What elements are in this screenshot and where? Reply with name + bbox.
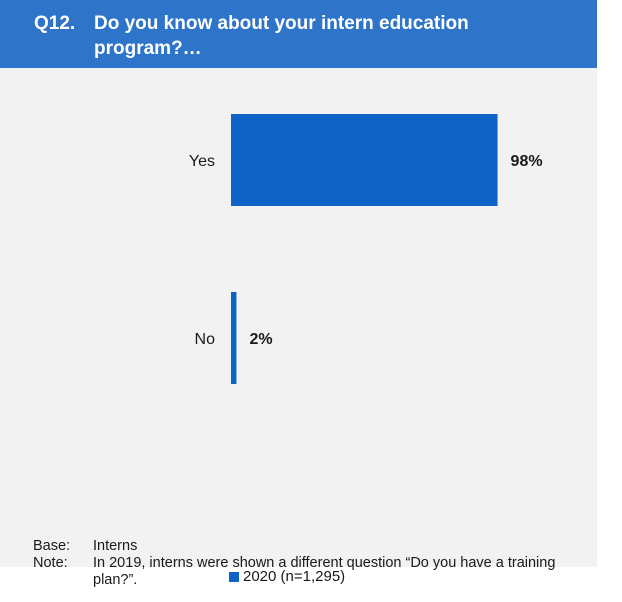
base-label: Base: [33, 538, 71, 554]
bar-no [231, 292, 237, 384]
note-label: Note: [33, 555, 68, 571]
base-row: Base: Interns [33, 538, 593, 555]
value-label-yes: 98% [511, 153, 543, 170]
question-header: Q12. Do you know about your intern educa… [0, 0, 597, 68]
bar-yes [231, 114, 498, 206]
category-label-yes: Yes [189, 153, 215, 170]
chart-legend: 2020 (n=1,295) [229, 568, 345, 586]
question-title: Do you know about your intern education … [94, 13, 469, 59]
legend-label: 2020 (n=1,295) [243, 568, 346, 585]
legend-swatch [229, 572, 239, 582]
note-row: Note: In 2019, interns were shown a diff… [33, 555, 593, 589]
category-label-no: No [195, 331, 216, 348]
value-label-no: 2% [249, 331, 272, 348]
question-number: Q12. [34, 13, 76, 34]
note-text: In 2019, interns were shown a different … [93, 555, 556, 588]
chart-panel: Yes 98% No 2% 2020 (n=1,295) [0, 68, 597, 585]
base-text: Interns [93, 538, 138, 554]
footnotes: Base: Interns Note: In 2019, interns wer… [33, 538, 593, 589]
bar-chart: Yes 98% No 2% [189, 114, 543, 384]
